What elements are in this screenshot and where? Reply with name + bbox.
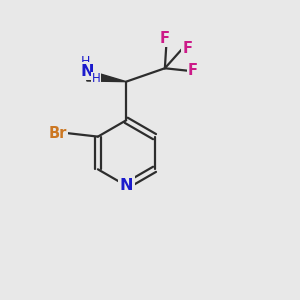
Text: H: H	[92, 72, 100, 85]
Text: H: H	[80, 55, 90, 68]
Polygon shape	[87, 70, 126, 82]
Text: Br: Br	[49, 126, 67, 141]
Text: N: N	[119, 178, 133, 193]
Text: F: F	[160, 31, 170, 46]
Text: F: F	[182, 41, 193, 56]
Text: N: N	[81, 64, 94, 79]
Text: F: F	[188, 63, 198, 78]
